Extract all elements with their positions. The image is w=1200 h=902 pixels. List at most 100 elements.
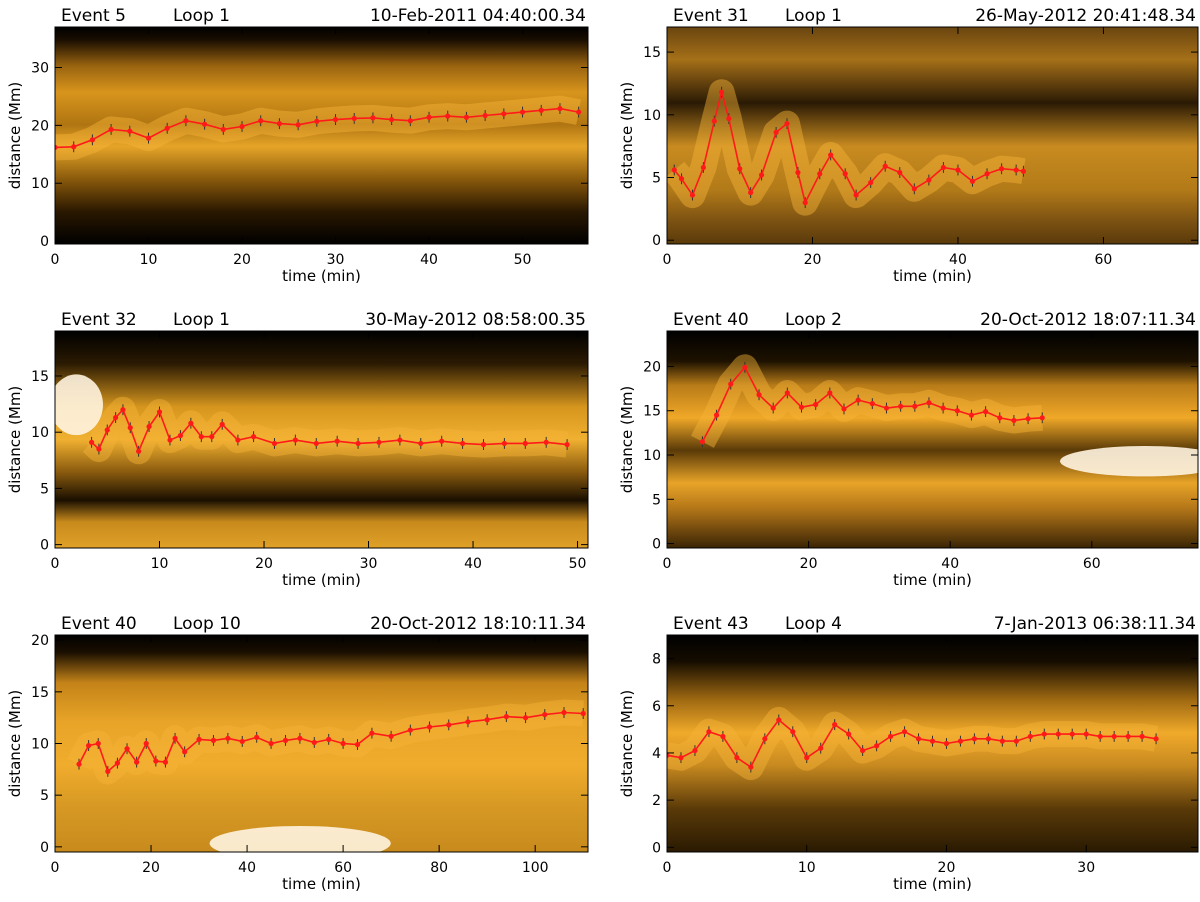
y-tick-label: 0 bbox=[40, 840, 49, 856]
x-axis-label: time (min) bbox=[282, 571, 361, 589]
event-label: Event 5 bbox=[61, 6, 126, 26]
x-tick-label: 20 bbox=[804, 252, 822, 268]
observation-date: 7-Jan-2013 06:38:11.34 bbox=[994, 614, 1196, 634]
y-tick-label: 6 bbox=[652, 699, 661, 715]
time-distance-map bbox=[55, 635, 588, 852]
x-tick-label: 10 bbox=[798, 860, 816, 876]
x-tick-label: 40 bbox=[420, 252, 438, 268]
y-tick-label: 20 bbox=[31, 118, 49, 134]
y-tick-label: 10 bbox=[31, 737, 49, 753]
y-tick-label: 5 bbox=[652, 492, 661, 508]
event-label: Event 31 bbox=[673, 6, 749, 26]
x-tick-label: 10 bbox=[140, 252, 158, 268]
x-tick-label: 10 bbox=[151, 556, 169, 572]
y-tick-label: 0 bbox=[652, 840, 661, 856]
chart-panel-6: 0 10 20 30 0 2 4 6 8 time (min) distance (Mm) Event… bbox=[618, 614, 1199, 893]
data-trace bbox=[673, 89, 1024, 205]
time-distance-map bbox=[667, 331, 1198, 548]
data-trace bbox=[91, 408, 568, 454]
y-tick-label: 0 bbox=[652, 537, 661, 553]
y-axis-label: distance (Mm) bbox=[6, 386, 24, 494]
y-tick-label: 4 bbox=[652, 746, 661, 762]
loop-label: Loop 2 bbox=[785, 310, 842, 330]
x-axis-label: time (min) bbox=[282, 875, 361, 893]
x-axis-label: time (min) bbox=[282, 267, 361, 285]
x-tick-label: 100 bbox=[522, 860, 549, 876]
x-axis-label: time (min) bbox=[893, 571, 972, 589]
chart-panel-4: 0 20 40 60 0 5 10 15 20 time (min) distance (Mm) Ev… bbox=[618, 310, 1199, 589]
x-axis-label: time (min) bbox=[893, 267, 972, 285]
intensity-background bbox=[667, 331, 1198, 548]
x-tick-label: 0 bbox=[663, 252, 672, 268]
x-tick-label: 50 bbox=[514, 252, 532, 268]
data-trace bbox=[701, 365, 1043, 443]
y-axis-label: distance (Mm) bbox=[6, 82, 24, 190]
y-tick-label: 15 bbox=[31, 369, 49, 385]
x-tick-label: 20 bbox=[233, 252, 251, 268]
x-tick-label: 20 bbox=[255, 556, 273, 572]
loop-label: Loop 10 bbox=[173, 614, 241, 634]
observation-date: 30-May-2012 08:58:00.35 bbox=[365, 310, 586, 330]
data-trace bbox=[55, 107, 579, 149]
x-tick-label: 30 bbox=[360, 556, 378, 572]
y-tick-label: 0 bbox=[652, 233, 661, 249]
y-tick-label: 15 bbox=[31, 685, 49, 701]
loop-label: Loop 4 bbox=[785, 614, 842, 634]
x-axis-label: time (min) bbox=[893, 875, 972, 893]
y-tick-label: 10 bbox=[31, 425, 49, 441]
data-trace bbox=[667, 718, 1157, 769]
y-tick-label: 0 bbox=[40, 234, 49, 250]
intensity-background bbox=[55, 27, 588, 244]
y-axis-label: distance (Mm) bbox=[618, 82, 636, 190]
loop-label: Loop 1 bbox=[785, 6, 842, 26]
y-tick-label: 10 bbox=[643, 108, 661, 124]
chart-panel-2: 0 20 40 60 0 5 10 15 time (min) distance (Mm) Even… bbox=[618, 6, 1199, 285]
chart-panel-5: 0 20 40 60 80 100 0 5 10 15 20 time (min) distance (… bbox=[6, 614, 589, 893]
y-axis-label: distance (Mm) bbox=[6, 690, 24, 798]
x-tick-label: 20 bbox=[142, 860, 160, 876]
event-label: Event 40 bbox=[61, 614, 137, 634]
y-tick-label: 10 bbox=[643, 448, 661, 464]
y-tick-label: 10 bbox=[31, 176, 49, 192]
y-tick-label: 15 bbox=[643, 404, 661, 420]
saturated-region bbox=[209, 825, 391, 852]
y-tick-label: 8 bbox=[652, 652, 661, 668]
x-tick-label: 40 bbox=[464, 556, 482, 572]
x-tick-label: 0 bbox=[663, 556, 672, 572]
chart-panel-3: 0 10 20 30 40 50 0 5 10 15 time (min) distance (Mm)… bbox=[6, 310, 589, 589]
data-point bbox=[1039, 415, 1045, 421]
x-tick-label: 0 bbox=[51, 252, 60, 268]
data-point bbox=[576, 109, 582, 115]
x-tick-label: 0 bbox=[51, 860, 60, 876]
x-tick-label: 0 bbox=[51, 556, 60, 572]
y-axis-label: distance (Mm) bbox=[618, 690, 636, 798]
loop-label: Loop 1 bbox=[173, 6, 230, 26]
observation-date: 20-Oct-2012 18:07:11.34 bbox=[980, 310, 1196, 330]
time-distance-map bbox=[55, 331, 588, 548]
observation-date: 20-Oct-2012 18:10:11.34 bbox=[370, 614, 586, 634]
x-tick-label: 40 bbox=[941, 556, 959, 572]
y-tick-label: 5 bbox=[40, 481, 49, 497]
event-label: Event 40 bbox=[673, 310, 749, 330]
x-tick-label: 80 bbox=[430, 860, 448, 876]
x-tick-label: 50 bbox=[569, 556, 587, 572]
observation-date: 10-Feb-2011 04:40:00.34 bbox=[370, 6, 586, 26]
x-tick-label: 20 bbox=[938, 860, 956, 876]
y-tick-label: 20 bbox=[31, 633, 49, 649]
y-tick-label: 15 bbox=[643, 45, 661, 61]
plot-frame bbox=[666, 634, 1199, 853]
x-tick-label: 60 bbox=[1083, 556, 1101, 572]
y-tick-label: 30 bbox=[31, 61, 49, 77]
data-trace bbox=[78, 711, 584, 773]
x-tick-label: 40 bbox=[238, 860, 256, 876]
x-tick-label: 0 bbox=[663, 860, 672, 876]
saturated-region bbox=[55, 374, 103, 436]
plot-frame bbox=[666, 330, 1199, 549]
y-tick-label: 0 bbox=[40, 538, 49, 554]
time-distance-map bbox=[55, 27, 588, 244]
y-tick-label: 2 bbox=[652, 793, 661, 809]
intensity-background bbox=[667, 27, 1198, 244]
saturated-region bbox=[1059, 446, 1198, 477]
